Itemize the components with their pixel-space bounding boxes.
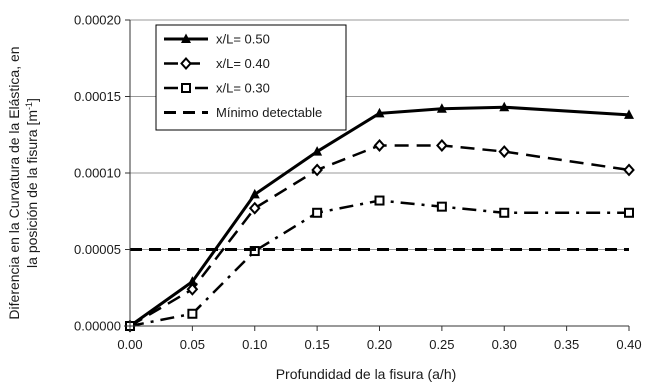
data-point <box>499 207 510 218</box>
y-axis-title-line2-text: la posición de la fisura [m <box>24 110 40 268</box>
data-point <box>374 107 385 118</box>
x-tick-labels: 0.00 0.05 0.10 0.15 0.20 0.25 0.30 0.35 0.40 <box>117 326 642 352</box>
x-tick-label: 0.35 <box>554 337 579 352</box>
data-point <box>187 276 198 286</box>
x-axis-title: Profundidad de la fisura (a/h) <box>276 366 457 382</box>
legend-marker <box>181 83 191 93</box>
y-axis-title-line2: la posición de la fisura [m-1] <box>24 98 40 268</box>
y-tick-label: 0.00015 <box>74 89 121 104</box>
y-tick-label: 0.00000 <box>74 319 121 334</box>
legend-marker <box>181 33 191 43</box>
y-tick-label: 0.00020 <box>74 13 121 28</box>
data-point <box>312 146 323 156</box>
data-point <box>187 308 198 319</box>
x-tick-label: 0.15 <box>304 337 329 352</box>
data-point <box>311 163 323 177</box>
data-point <box>249 188 260 199</box>
y-axis-title-line1: Diferencia en la Curvatura de la Elástic… <box>6 46 22 319</box>
data-point <box>374 195 385 206</box>
data-point <box>436 138 448 152</box>
y-axis-title-unit-close: ] <box>24 98 40 102</box>
data-point <box>248 201 261 215</box>
legend-label: x/L= 0.30 <box>216 81 270 96</box>
data-point <box>623 163 635 177</box>
legend-label: x/L= 0.40 <box>216 56 270 71</box>
data-point <box>186 282 199 296</box>
data-point <box>436 103 447 113</box>
data-point <box>624 207 634 218</box>
data-point <box>249 246 260 257</box>
legend-label: x/L= 0.50 <box>216 32 270 47</box>
x-tick-label: 0.05 <box>180 337 205 352</box>
data-point <box>499 101 510 112</box>
legend: x/L= 0.50 x/L= 0.40 x/L= 0.30 Mínimo detect… <box>155 24 347 131</box>
series-line-x-l-0-30 <box>129 199 629 328</box>
y-axis-title-unit-sup: -1 <box>24 102 34 110</box>
series-group <box>124 101 635 333</box>
x-tick-label: 0.10 <box>242 337 267 352</box>
series-line-x-l-0-50 <box>129 105 630 328</box>
x-tick-label: 0.40 <box>616 337 641 352</box>
series-line-x-l-0-40 <box>129 144 630 328</box>
y-tick-labels: 0.00000 0.00005 0.00010 0.00015 0.00020 <box>74 13 130 334</box>
data-point <box>498 145 511 159</box>
legend-marker <box>180 57 192 70</box>
data-point <box>312 207 323 218</box>
y-tick-label: 0.00010 <box>74 166 121 181</box>
data-point <box>373 138 386 152</box>
legend-label: Mínimo detectable <box>216 105 322 120</box>
y-tick-label: 0.00005 <box>74 242 121 257</box>
x-tick-label: 0.30 <box>492 337 517 352</box>
x-tick-label: 0.00 <box>117 337 142 352</box>
data-point <box>436 201 447 212</box>
x-tick-label: 0.20 <box>367 337 392 352</box>
data-point <box>624 109 634 119</box>
x-tick-label: 0.25 <box>429 337 454 352</box>
